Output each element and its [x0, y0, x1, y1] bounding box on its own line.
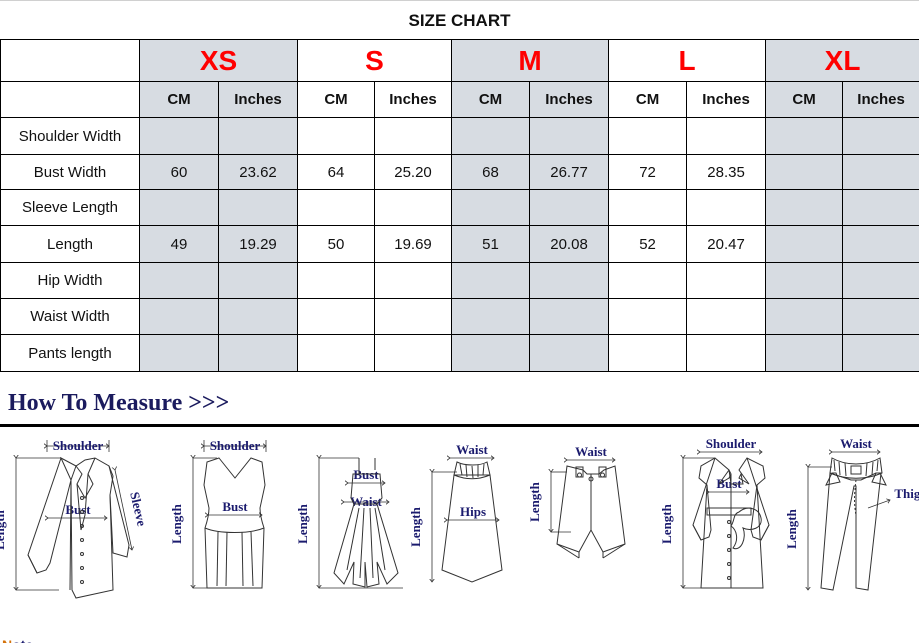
svg-text:Length: Length: [295, 503, 310, 544]
svg-text:Length: Length: [169, 503, 184, 544]
svg-text:Waist: Waist: [456, 442, 488, 457]
svg-text:Hips: Hips: [460, 504, 486, 519]
svg-text:Length: Length: [784, 508, 799, 549]
svg-text:Bust: Bust: [222, 499, 248, 514]
svg-text:Sleeve: Sleeve: [127, 490, 149, 527]
svg-text:Shoulder: Shoulder: [53, 438, 104, 453]
svg-text:Thigh: Thigh: [894, 486, 919, 501]
svg-text:Length: Length: [408, 506, 423, 547]
svg-text:Shoulder: Shoulder: [210, 438, 261, 453]
svg-text:Length: Length: [527, 481, 542, 522]
svg-text:Waist: Waist: [575, 444, 607, 459]
svg-text:Length: Length: [0, 509, 7, 550]
svg-text:Shoulder: Shoulder: [706, 436, 757, 451]
svg-text:Length: Length: [659, 503, 674, 544]
svg-text:Waist: Waist: [840, 436, 872, 451]
